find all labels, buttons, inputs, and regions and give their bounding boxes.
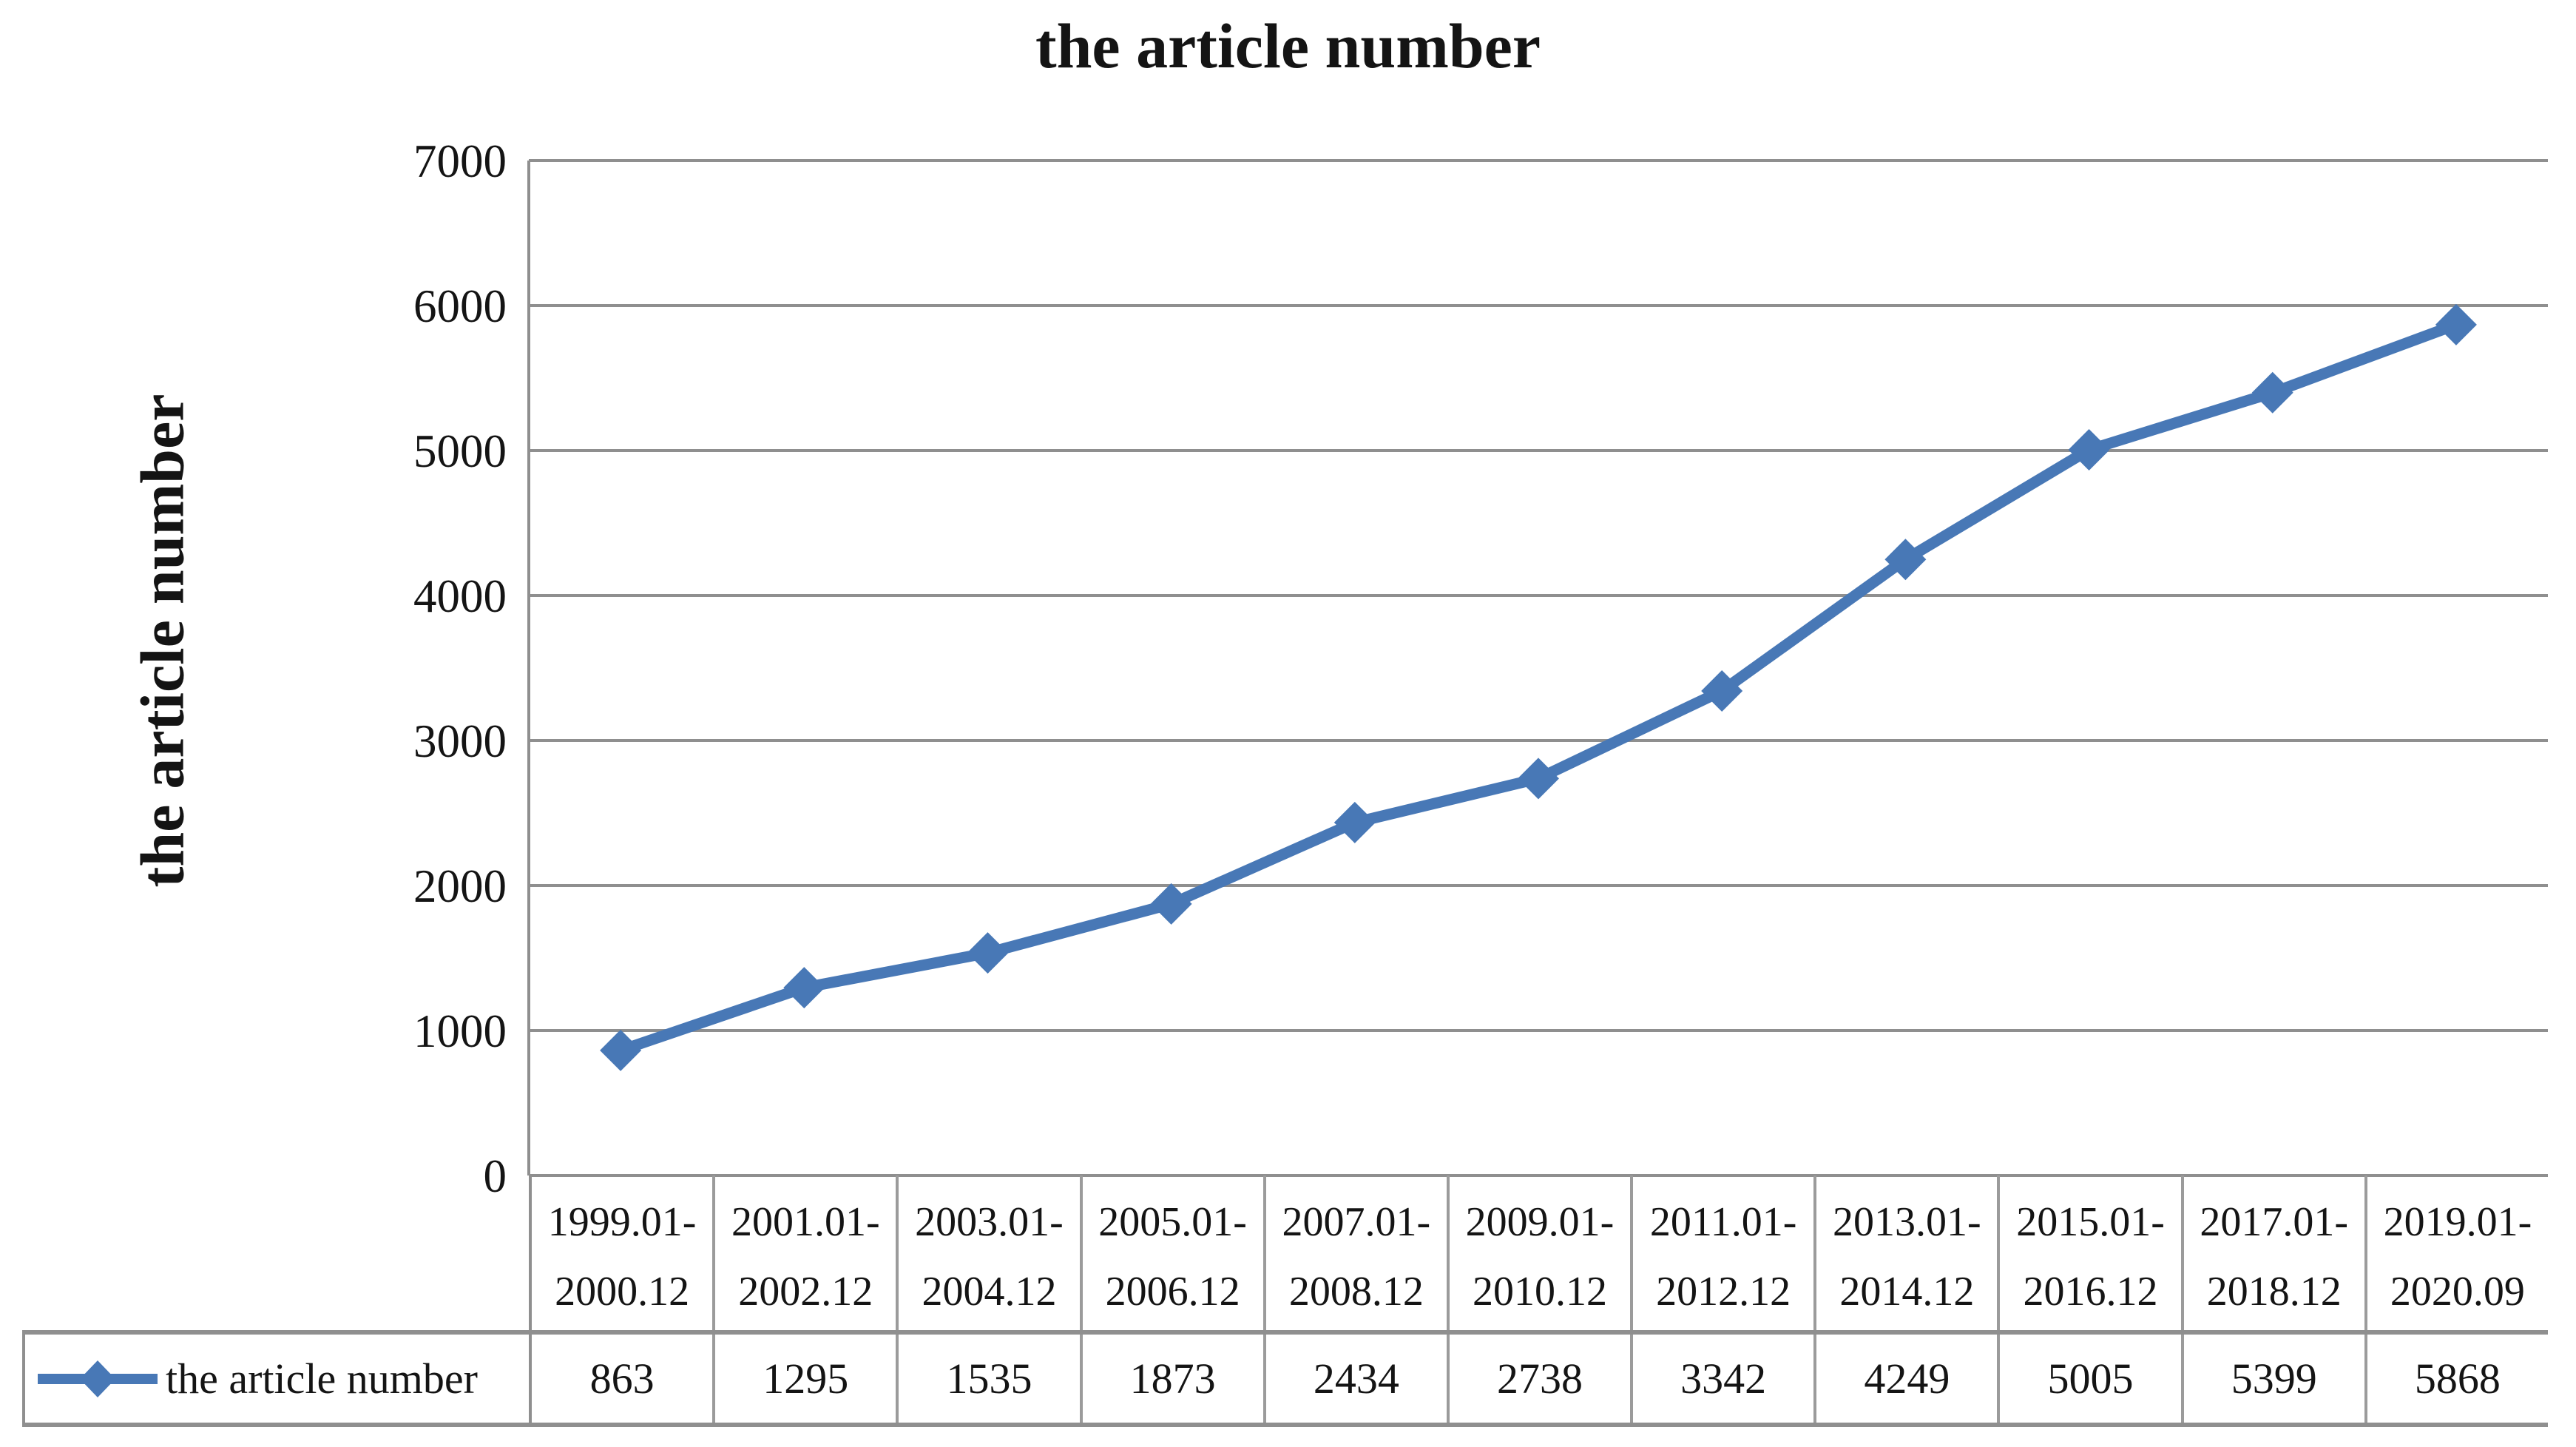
data-point-marker — [2068, 429, 2110, 471]
y-tick-label: 2000 — [413, 860, 507, 912]
x-axis-label: 2007.01- 2008.12 — [1262, 1176, 1447, 1330]
data-value-cell: 2434 — [1262, 1335, 1447, 1423]
x-axis-label: 2003.01- 2004.12 — [896, 1176, 1079, 1330]
data-table-row: the article number 863 1295 1535 1873 2434 27… — [22, 1330, 2548, 1427]
data-point-marker — [2435, 303, 2477, 345]
x-axis-label: 2019.01- 2020.09 — [2364, 1176, 2548, 1330]
legend-cell: the article number — [25, 1335, 529, 1423]
y-tick-label: 7000 — [413, 135, 507, 187]
y-tick-label: 3000 — [413, 715, 507, 767]
data-value-cell: 1873 — [1079, 1335, 1263, 1423]
x-axis-label: 2009.01- 2010.12 — [1446, 1176, 1630, 1330]
y-tick-label: 4000 — [413, 570, 507, 622]
x-axis-labels-row: 1999.01- 2000.12 2001.01- 2002.12 2003.01- 20… — [529, 1176, 2548, 1330]
data-value-cell: 3342 — [1630, 1335, 1813, 1423]
data-point-marker — [600, 1029, 642, 1071]
data-value-cell: 863 — [529, 1335, 712, 1423]
data-value-cell: 1295 — [712, 1335, 896, 1423]
chart-title: the article number — [1035, 10, 1541, 81]
data-value-cell: 1535 — [896, 1335, 1079, 1423]
y-tick-label: 0 — [484, 1150, 507, 1202]
data-point-marker — [1518, 758, 1559, 800]
data-point-marker — [1333, 801, 1376, 843]
y-tick-label: 1000 — [413, 1005, 507, 1057]
x-axis-label: 2013.01- 2014.12 — [1813, 1176, 1997, 1330]
data-point-marker — [967, 932, 1009, 974]
series-line — [615, 319, 2462, 1056]
data-point-marker — [2251, 371, 2293, 414]
y-tick-label: 5000 — [413, 425, 507, 477]
data-value-cell: 5005 — [1997, 1335, 2180, 1423]
data-point-marker — [1701, 669, 1743, 712]
x-axis-label: 2011.01- 2012.12 — [1630, 1176, 1813, 1330]
series-line-marker-icon — [38, 1360, 158, 1397]
data-value-cell: 5868 — [2364, 1335, 2548, 1423]
data-value-cell: 2738 — [1446, 1335, 1630, 1423]
x-axis-label: 2001.01- 2002.12 — [712, 1176, 896, 1330]
legend-label: the article number — [166, 1355, 478, 1403]
x-axis-label: 1999.01- 2000.12 — [529, 1176, 712, 1330]
data-value-cell: 5399 — [2180, 1335, 2364, 1423]
x-axis-label: 2005.01- 2006.12 — [1079, 1176, 1263, 1330]
data-point-marker — [1150, 883, 1192, 925]
x-axis-label: 2015.01- 2016.12 — [1997, 1176, 2180, 1330]
x-axis-label: 2017.01- 2018.12 — [2180, 1176, 2364, 1330]
data-point-marker — [783, 967, 825, 1009]
data-value-cell: 4249 — [1813, 1335, 1997, 1423]
data-point-marker — [1884, 539, 1927, 581]
y-tick-label: 6000 — [413, 280, 507, 332]
